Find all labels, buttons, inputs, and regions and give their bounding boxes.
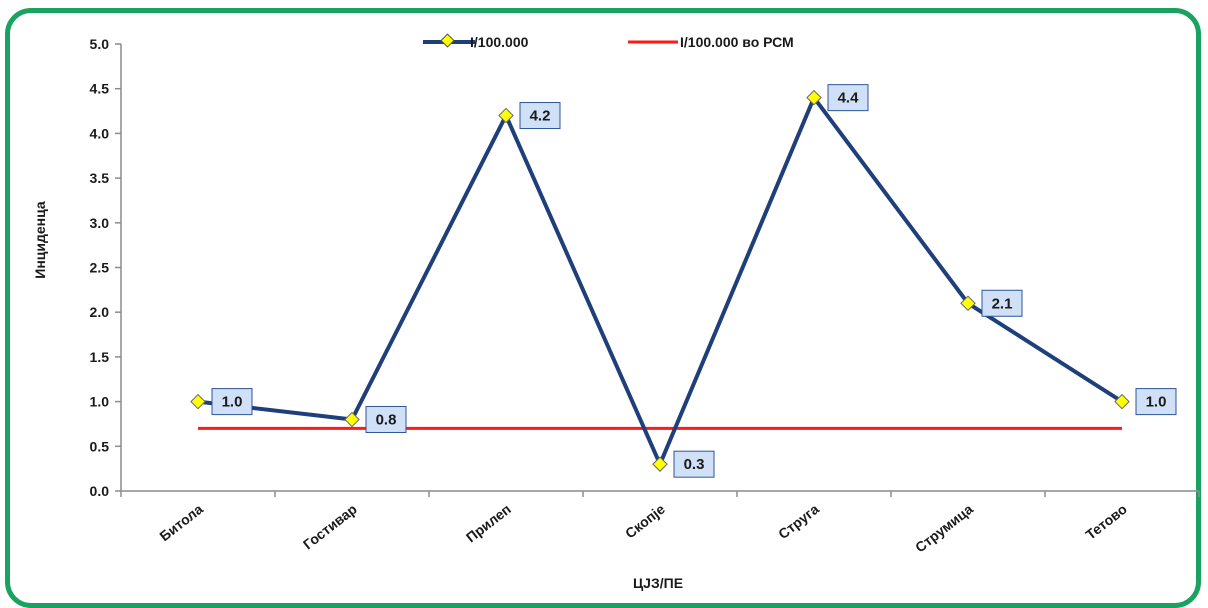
y-tick-label: 3.0 [90, 215, 110, 231]
data-label-box [1135, 388, 1177, 416]
data-label-text: 0.3 [684, 456, 705, 473]
y-tick-label: 0.0 [90, 483, 110, 499]
y-axis-title: Инциденца [32, 201, 48, 279]
data-label-text: 1.0 [222, 394, 243, 411]
data-point-marker [806, 89, 822, 106]
data-label-layer: 1.0 0.8 4.2 0.3 4.4 2.1 1.0 [211, 84, 1177, 478]
x-category-label: Прилеп [463, 501, 514, 546]
data-label: 1.0 [1135, 388, 1177, 416]
legend-label-national: I/100.000 во РСМ [680, 34, 794, 50]
series-line-incidence [197, 95, 1124, 467]
y-tick-label: 4.0 [90, 125, 110, 141]
data-label: 2.1 [981, 289, 1023, 317]
x-axis-title: ЦЈЗ/ПЕ [633, 575, 683, 591]
y-tick-label: 5.0 [90, 36, 110, 52]
data-label-text: 4.4 [838, 90, 860, 107]
data-point-marker [652, 456, 668, 472]
data-label-text: 0.8 [376, 411, 397, 428]
x-category-label: Струга [775, 501, 822, 543]
data-label-box [981, 289, 1023, 317]
y-axis: 0.0 0.5 1.0 1.5 2.0 2.5 3.0 3.5 4.0 4.5 5.0 [90, 36, 122, 499]
x-category-label: Гостивар [300, 501, 360, 553]
legend-label-incidence: I/100.000 [470, 34, 529, 50]
x-category-label: Тетово [1082, 501, 1129, 543]
legend-marker-incidence [440, 33, 455, 48]
series-layer [197, 95, 1124, 467]
data-point-marker [498, 107, 514, 124]
data-label-box [673, 450, 715, 478]
data-label-box [519, 102, 561, 130]
y-tick-label: 2.5 [90, 260, 110, 276]
data-label: 4.2 [519, 102, 561, 130]
data-label-box [827, 84, 869, 112]
data-point-marker [344, 411, 360, 428]
x-category-label: Битола [156, 501, 206, 545]
data-label: 1.0 [211, 388, 253, 416]
data-point-marker [960, 295, 976, 312]
data-label-text: 2.1 [992, 295, 1013, 312]
y-tick-label: 1.0 [90, 394, 110, 410]
y-tick-label: 3.5 [90, 170, 110, 186]
data-label: 0.3 [673, 450, 715, 478]
data-point-marker [190, 393, 206, 410]
x-category-label: Струмица [912, 501, 976, 556]
y-tick-label: 2.0 [90, 304, 110, 320]
data-label-text: 1.0 [1146, 394, 1167, 411]
x-category-label: Скопје [622, 501, 668, 542]
data-label-box [211, 388, 253, 416]
data-label: 0.8 [365, 405, 407, 433]
data-label-text: 4.2 [530, 108, 551, 125]
data-label-box [365, 405, 407, 433]
legend: I/100.000 I/100.000 во РСМ [423, 33, 794, 50]
x-axis: Битола Гостивар Прилеп Скопје Струга Струмица… [120, 490, 1200, 556]
data-point-marker [1114, 393, 1130, 410]
marker-layer [190, 89, 1130, 472]
y-tick-label: 0.5 [90, 438, 110, 454]
y-tick-label: 1.5 [90, 349, 110, 365]
y-tick-label: 4.5 [90, 81, 110, 97]
data-label: 4.4 [827, 84, 869, 112]
